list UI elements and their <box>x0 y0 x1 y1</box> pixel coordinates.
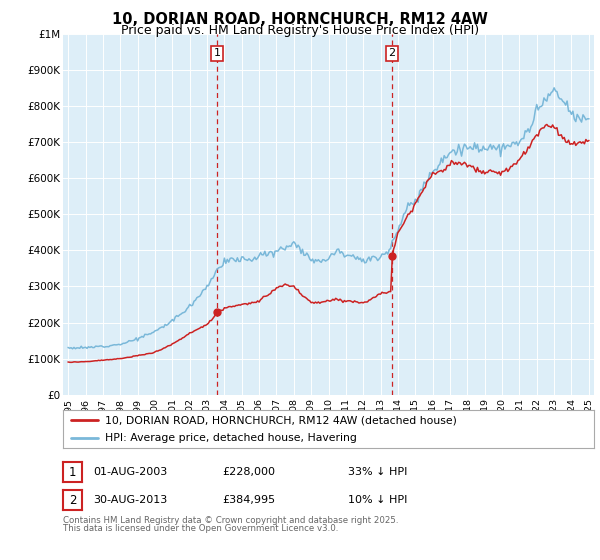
Text: Price paid vs. HM Land Registry's House Price Index (HPI): Price paid vs. HM Land Registry's House … <box>121 24 479 37</box>
Text: This data is licensed under the Open Government Licence v3.0.: This data is licensed under the Open Gov… <box>63 524 338 533</box>
Text: 01-AUG-2003: 01-AUG-2003 <box>93 467 167 477</box>
Text: Contains HM Land Registry data © Crown copyright and database right 2025.: Contains HM Land Registry data © Crown c… <box>63 516 398 525</box>
Text: 30-AUG-2013: 30-AUG-2013 <box>93 495 167 505</box>
Text: £384,995: £384,995 <box>222 495 275 505</box>
Text: 10, DORIAN ROAD, HORNCHURCH, RM12 4AW: 10, DORIAN ROAD, HORNCHURCH, RM12 4AW <box>112 12 488 27</box>
Text: 10% ↓ HPI: 10% ↓ HPI <box>348 495 407 505</box>
Text: 1: 1 <box>69 465 76 479</box>
Text: 1: 1 <box>214 49 221 58</box>
Text: £228,000: £228,000 <box>222 467 275 477</box>
Text: HPI: Average price, detached house, Havering: HPI: Average price, detached house, Have… <box>106 433 358 443</box>
Text: 2: 2 <box>69 493 76 507</box>
Text: 33% ↓ HPI: 33% ↓ HPI <box>348 467 407 477</box>
Text: 2: 2 <box>388 49 395 58</box>
Text: 10, DORIAN ROAD, HORNCHURCH, RM12 4AW (detached house): 10, DORIAN ROAD, HORNCHURCH, RM12 4AW (d… <box>106 415 457 425</box>
